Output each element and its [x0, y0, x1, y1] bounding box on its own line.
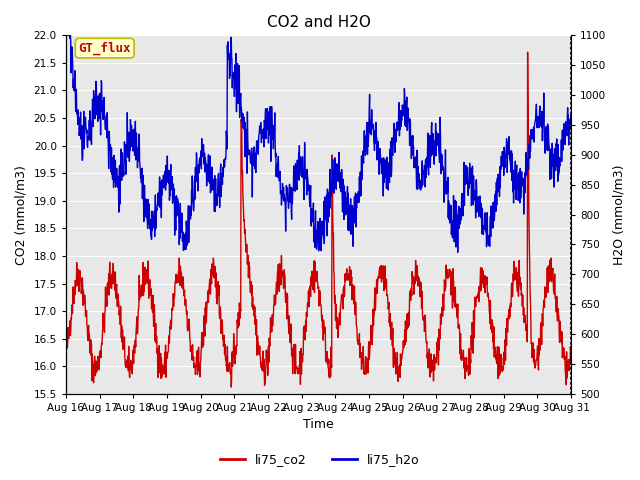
Title: CO2 and H2O: CO2 and H2O [267, 15, 371, 30]
Text: GT_flux: GT_flux [79, 41, 131, 55]
Y-axis label: CO2 (mmol/m3): CO2 (mmol/m3) [15, 165, 28, 264]
X-axis label: Time: Time [303, 419, 334, 432]
Y-axis label: H2O (mmol/m3): H2O (mmol/m3) [612, 164, 625, 265]
Legend: li75_co2, li75_h2o: li75_co2, li75_h2o [215, 448, 425, 471]
